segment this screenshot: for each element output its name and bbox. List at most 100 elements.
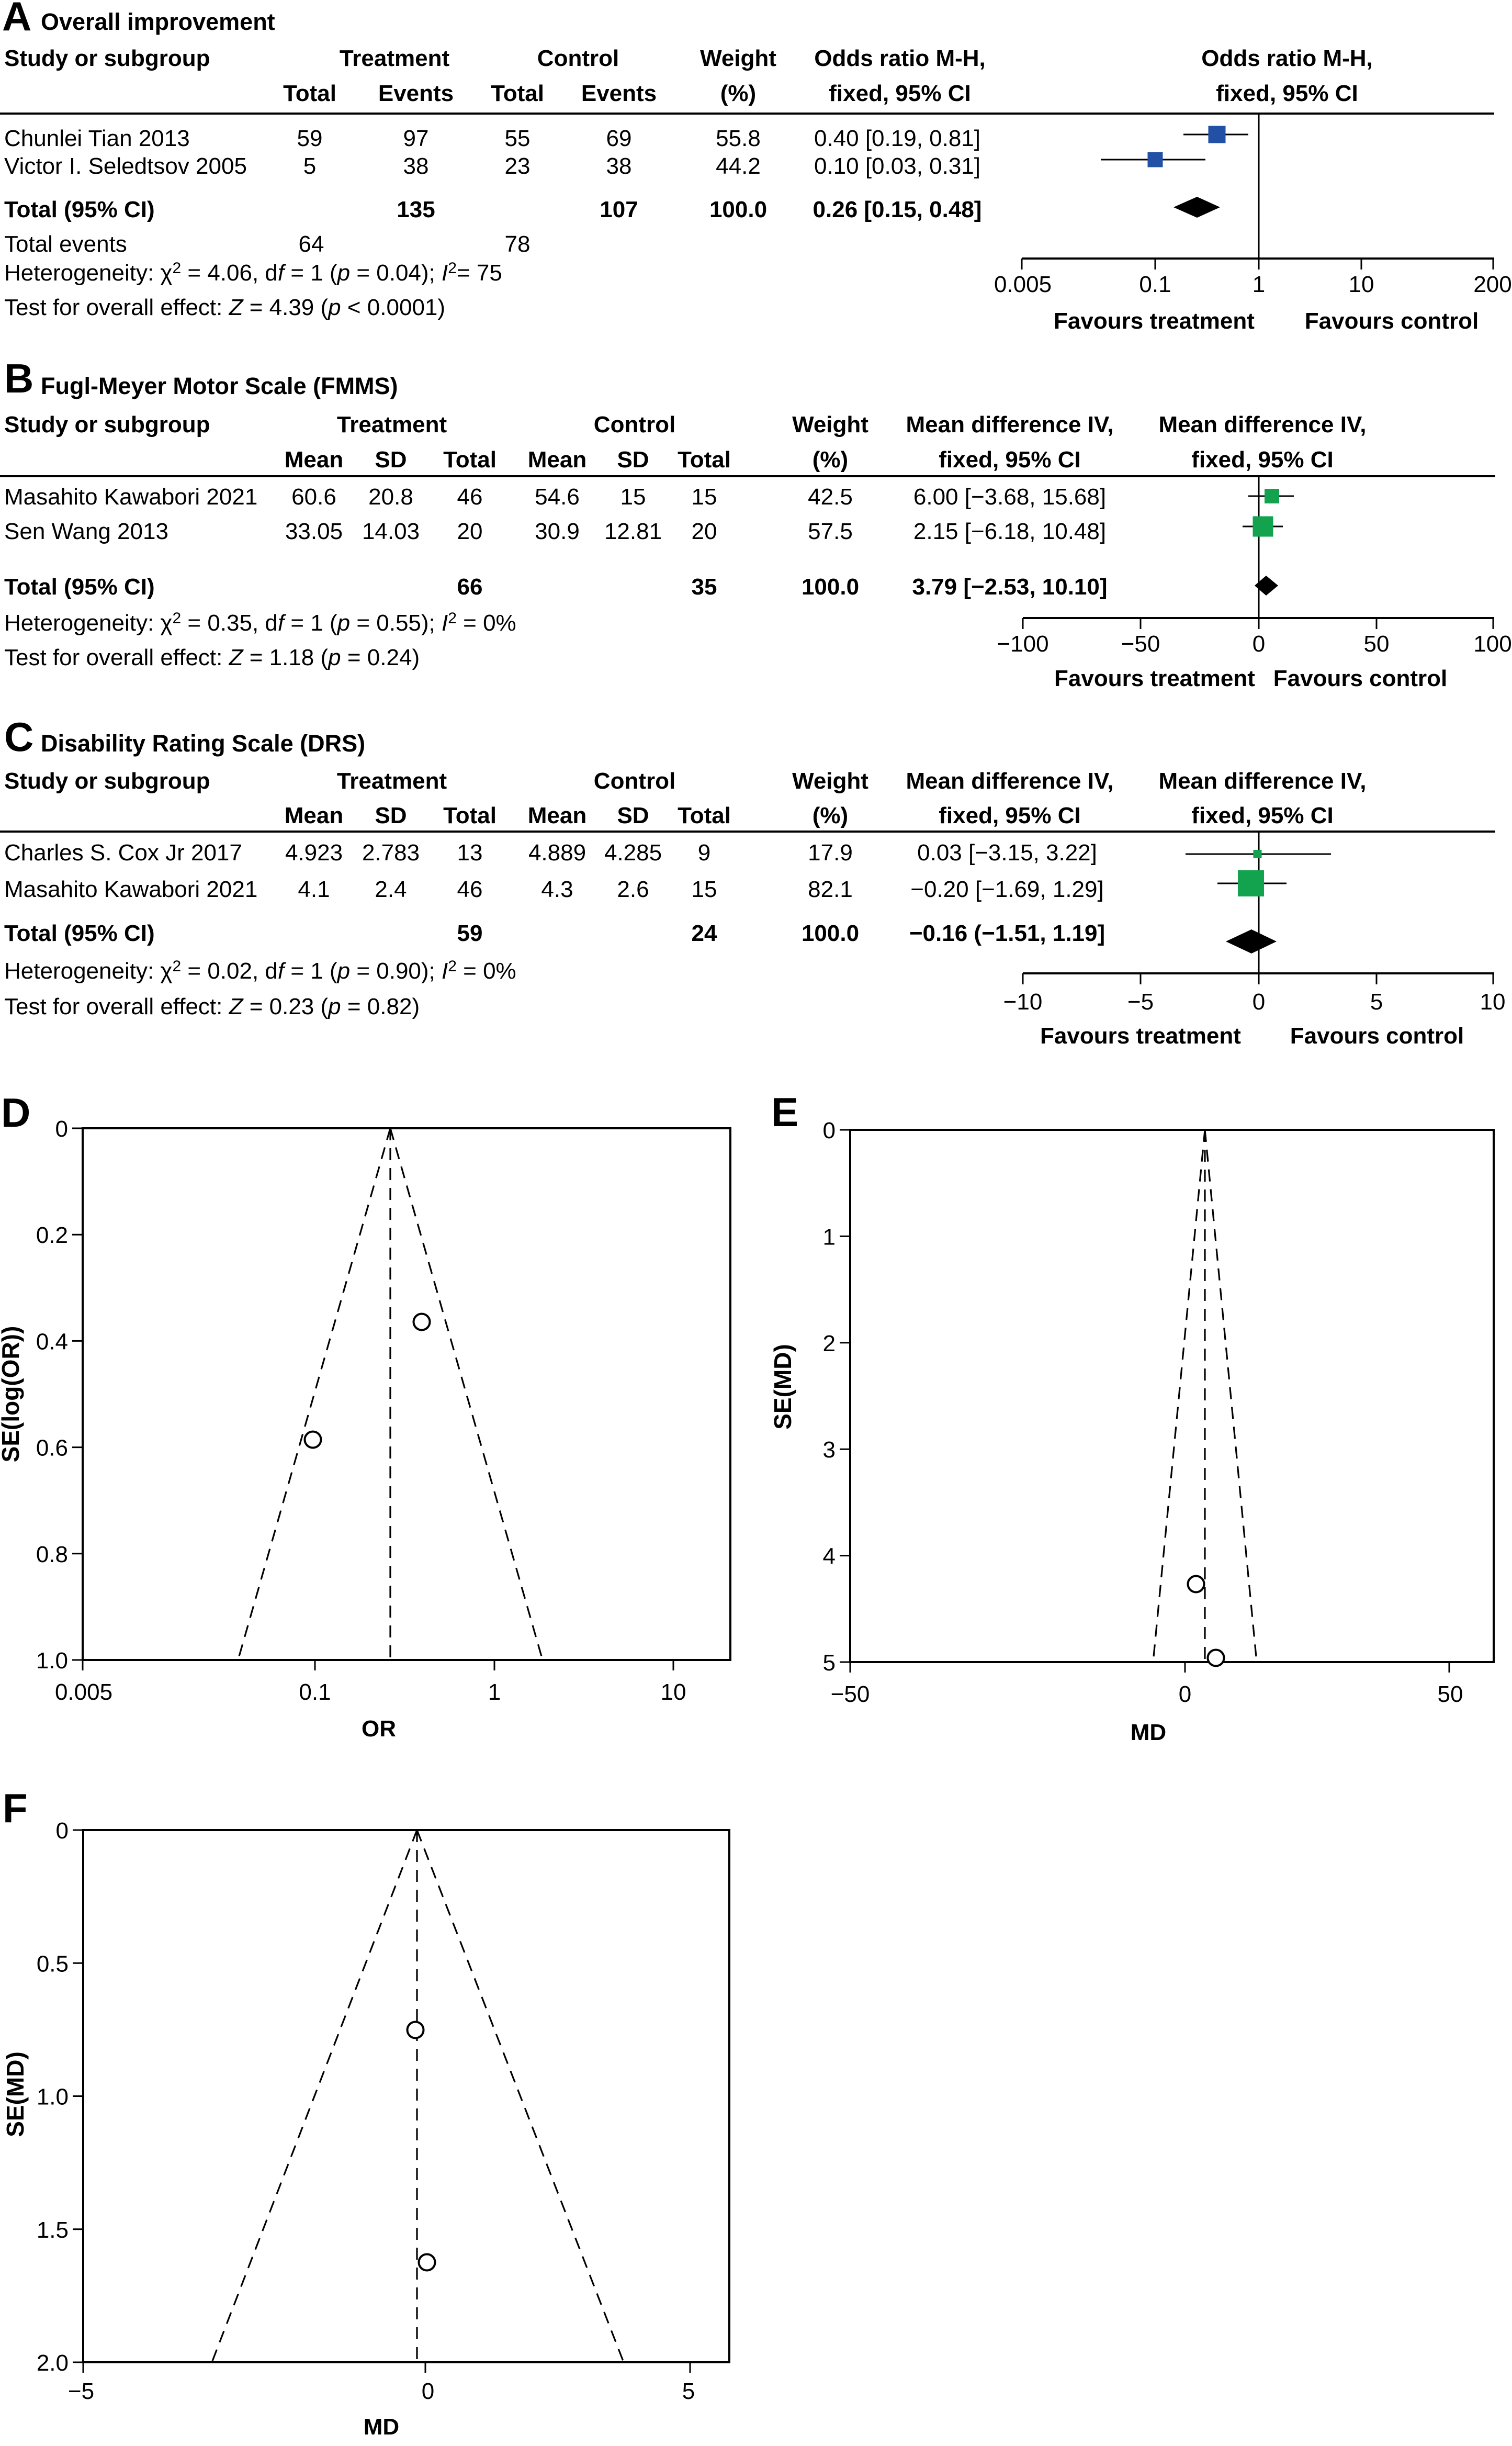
svg-text:60.6: 60.6 xyxy=(291,484,336,510)
svg-text:30.9: 30.9 xyxy=(535,519,580,544)
svg-text:fixed, 95% CI: fixed, 95% CI xyxy=(1191,447,1333,473)
svg-text:Test for overall effect: Z = 0: Test for overall effect: Z = 0.23 (p = 0… xyxy=(4,994,420,1019)
svg-text:0.26 [0.15, 0.48]: 0.26 [0.15, 0.48] xyxy=(813,197,982,222)
svg-text:135: 135 xyxy=(397,197,435,222)
svg-text:1: 1 xyxy=(1253,272,1265,297)
svg-text:69: 69 xyxy=(606,126,632,151)
svg-text:0: 0 xyxy=(1179,1681,1191,1707)
svg-text:Favours control: Favours control xyxy=(1290,1023,1464,1049)
svg-text:Treatment: Treatment xyxy=(337,768,447,794)
svg-text:0.1: 0.1 xyxy=(1139,272,1171,297)
svg-text:Total: Total xyxy=(678,447,731,473)
svg-text:5: 5 xyxy=(1370,989,1383,1015)
svg-text:SD: SD xyxy=(375,447,407,473)
svg-text:33.05: 33.05 xyxy=(285,519,343,544)
svg-text:OR: OR xyxy=(362,1716,396,1742)
svg-text:SE(MD): SE(MD) xyxy=(769,1344,796,1430)
svg-text:100.0: 100.0 xyxy=(802,921,859,946)
svg-text:Total (95% CI): Total (95% CI) xyxy=(4,197,155,222)
svg-text:44.2: 44.2 xyxy=(716,153,761,179)
svg-text:100: 100 xyxy=(1473,631,1511,657)
svg-text:−50: −50 xyxy=(831,1681,870,1707)
svg-text:Favours control: Favours control xyxy=(1305,308,1479,334)
svg-text:SD: SD xyxy=(375,803,407,828)
svg-text:42.5: 42.5 xyxy=(808,484,853,510)
svg-text:Treatment: Treatment xyxy=(337,412,447,437)
svg-text:Fugl-Meyer Motor Scale (FMMS): Fugl-Meyer Motor Scale (FMMS) xyxy=(41,373,398,399)
svg-text:Weight: Weight xyxy=(792,412,868,437)
svg-text:14.03: 14.03 xyxy=(362,519,420,544)
svg-text:C: C xyxy=(4,714,33,760)
svg-text:Victor I. Seledtsov 2005: Victor I. Seledtsov 2005 xyxy=(4,153,247,179)
svg-text:4.285: 4.285 xyxy=(604,840,662,866)
svg-text:1.0: 1.0 xyxy=(36,1648,68,1674)
svg-text:82.1: 82.1 xyxy=(808,877,853,902)
svg-text:SD: SD xyxy=(617,447,649,473)
svg-text:66: 66 xyxy=(457,574,483,600)
svg-text:E: E xyxy=(771,1089,798,1135)
svg-text:F: F xyxy=(3,1785,28,1831)
svg-text:0.5: 0.5 xyxy=(37,1951,69,1977)
svg-text:10: 10 xyxy=(661,1679,686,1705)
svg-text:0.1: 0.1 xyxy=(299,1679,331,1705)
svg-text:Total: Total xyxy=(283,81,336,106)
svg-text:5: 5 xyxy=(303,153,316,179)
svg-text:SD: SD xyxy=(617,803,649,828)
svg-text:59: 59 xyxy=(297,126,323,151)
svg-text:−0.20 [−1.69, 1.29]: −0.20 [−1.69, 1.29] xyxy=(910,877,1103,902)
svg-text:Total (95% CI): Total (95% CI) xyxy=(4,921,155,946)
svg-text:Test for overall effect: Z = 4: Test for overall effect: Z = 4.39 (p < 0… xyxy=(4,295,445,320)
svg-text:fixed, 95% CI: fixed, 95% CI xyxy=(939,803,1080,828)
svg-text:1: 1 xyxy=(823,1224,836,1250)
svg-text:2.15 [−6.18, 10.48]: 2.15 [−6.18, 10.48] xyxy=(913,519,1106,544)
svg-text:3: 3 xyxy=(823,1437,836,1463)
svg-text:Weight: Weight xyxy=(700,46,776,71)
svg-text:Favours control: Favours control xyxy=(1273,666,1448,691)
svg-text:4.923: 4.923 xyxy=(285,840,343,866)
svg-text:2.783: 2.783 xyxy=(362,840,420,866)
svg-text:200: 200 xyxy=(1473,272,1511,297)
svg-text:−0.16 (−1.51, 1.19]: −0.16 (−1.51, 1.19] xyxy=(909,921,1105,946)
svg-text:Study or subgroup: Study or subgroup xyxy=(4,412,210,437)
svg-text:10: 10 xyxy=(1480,989,1506,1015)
svg-text:−50: −50 xyxy=(1121,631,1160,657)
svg-text:15: 15 xyxy=(692,877,717,902)
svg-text:Weight: Weight xyxy=(792,768,868,794)
svg-text:10: 10 xyxy=(1349,272,1374,297)
svg-text:Favours treatment: Favours treatment xyxy=(1040,1023,1241,1049)
svg-text:2.0: 2.0 xyxy=(37,2350,69,2376)
svg-text:0: 0 xyxy=(56,1818,69,1844)
svg-text:Mean difference IV,: Mean difference IV, xyxy=(1159,768,1367,794)
svg-text:Masahito Kawabori 2021: Masahito Kawabori 2021 xyxy=(4,877,257,902)
svg-text:59: 59 xyxy=(457,921,483,946)
svg-text:107: 107 xyxy=(600,197,638,222)
svg-text:Odds ratio M-H,: Odds ratio M-H, xyxy=(1201,46,1373,71)
svg-text:Total: Total xyxy=(443,447,497,473)
svg-text:0.005: 0.005 xyxy=(55,1679,112,1705)
svg-text:0.40 [0.19, 0.81]: 0.40 [0.19, 0.81] xyxy=(814,126,980,151)
svg-text:20.8: 20.8 xyxy=(368,484,413,510)
svg-text:Treatment: Treatment xyxy=(340,46,450,71)
svg-text:Events: Events xyxy=(378,81,454,106)
svg-text:55.8: 55.8 xyxy=(716,126,761,151)
svg-text:(%): (%) xyxy=(813,803,848,828)
svg-text:13: 13 xyxy=(457,840,483,866)
svg-text:3.79 [−2.53, 10.10]: 3.79 [−2.53, 10.10] xyxy=(912,574,1107,600)
svg-text:0.4: 0.4 xyxy=(36,1329,68,1354)
svg-text:2.6: 2.6 xyxy=(617,877,649,902)
svg-text:5: 5 xyxy=(682,2378,695,2404)
svg-text:Heterogeneity: χ2 = 0.02, df =: Heterogeneity: χ2 = 0.02, df = 1 (p = 0.… xyxy=(4,958,516,984)
svg-text:−5: −5 xyxy=(1127,989,1154,1015)
svg-text:9: 9 xyxy=(698,840,710,866)
svg-text:fixed, 95% CI: fixed, 95% CI xyxy=(1191,803,1333,828)
svg-text:0.10 [0.03, 0.31]: 0.10 [0.03, 0.31] xyxy=(814,153,980,179)
svg-text:Mean: Mean xyxy=(285,447,343,473)
svg-text:B: B xyxy=(4,355,33,401)
svg-text:Chunlei Tian 2013: Chunlei Tian 2013 xyxy=(4,126,190,151)
svg-text:Mean difference IV,: Mean difference IV, xyxy=(1159,412,1367,437)
svg-text:(%): (%) xyxy=(720,81,756,106)
svg-text:−5: −5 xyxy=(68,2378,94,2404)
svg-text:Test for overall effect: Z = 1: Test for overall effect: Z = 1.18 (p = 0… xyxy=(4,645,420,670)
svg-text:Masahito Kawabori 2021: Masahito Kawabori 2021 xyxy=(4,484,257,510)
svg-text:Mean difference IV,: Mean difference IV, xyxy=(906,768,1114,794)
